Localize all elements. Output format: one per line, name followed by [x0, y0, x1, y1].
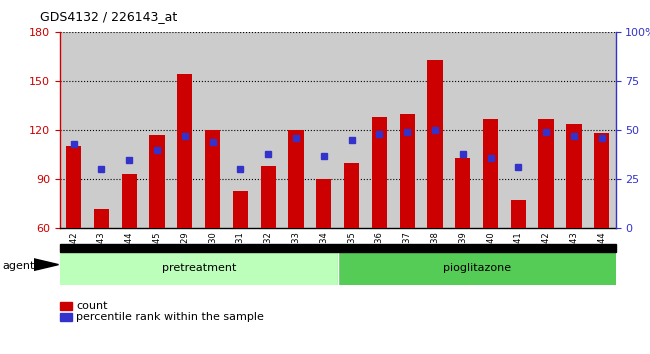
Bar — [449, 32, 476, 228]
Bar — [122, 174, 137, 228]
Bar — [427, 60, 443, 228]
Text: percentile rank within the sample: percentile rank within the sample — [77, 312, 265, 322]
Text: GDS4132 / 226143_at: GDS4132 / 226143_at — [40, 10, 177, 23]
Bar — [205, 130, 220, 228]
Bar — [560, 32, 588, 228]
Bar — [282, 32, 310, 228]
Bar — [254, 32, 282, 228]
Bar — [289, 130, 304, 228]
Bar — [365, 32, 393, 228]
Bar — [60, 32, 88, 228]
Bar — [400, 114, 415, 228]
Bar — [504, 32, 532, 228]
Text: agent: agent — [2, 261, 34, 271]
Bar — [455, 158, 471, 228]
Bar — [233, 191, 248, 228]
Text: count: count — [77, 301, 108, 312]
Bar — [199, 32, 227, 228]
Bar — [88, 32, 116, 228]
Bar — [338, 32, 365, 228]
Bar — [344, 163, 359, 228]
Bar — [60, 244, 616, 252]
Bar — [227, 32, 254, 228]
Bar — [60, 313, 72, 321]
Bar — [483, 119, 498, 228]
Bar — [143, 32, 171, 228]
Bar — [538, 119, 554, 228]
Bar — [476, 32, 504, 228]
Bar — [310, 32, 338, 228]
Text: pretreatment: pretreatment — [162, 263, 236, 273]
Bar — [393, 32, 421, 228]
Bar — [261, 166, 276, 228]
Bar — [60, 302, 72, 310]
Bar — [94, 209, 109, 228]
Bar — [421, 32, 449, 228]
Bar — [588, 32, 616, 228]
Bar — [60, 252, 338, 285]
Text: pioglitazone: pioglitazone — [443, 263, 511, 273]
Bar — [566, 124, 582, 228]
Bar — [372, 117, 387, 228]
Bar — [177, 74, 192, 228]
Bar — [511, 200, 526, 228]
Bar — [532, 32, 560, 228]
Bar — [594, 133, 609, 228]
Bar — [338, 252, 616, 285]
Bar — [150, 135, 164, 228]
Bar — [316, 179, 332, 228]
Polygon shape — [34, 259, 58, 270]
Bar — [116, 32, 143, 228]
Bar — [66, 147, 81, 228]
Bar — [171, 32, 199, 228]
